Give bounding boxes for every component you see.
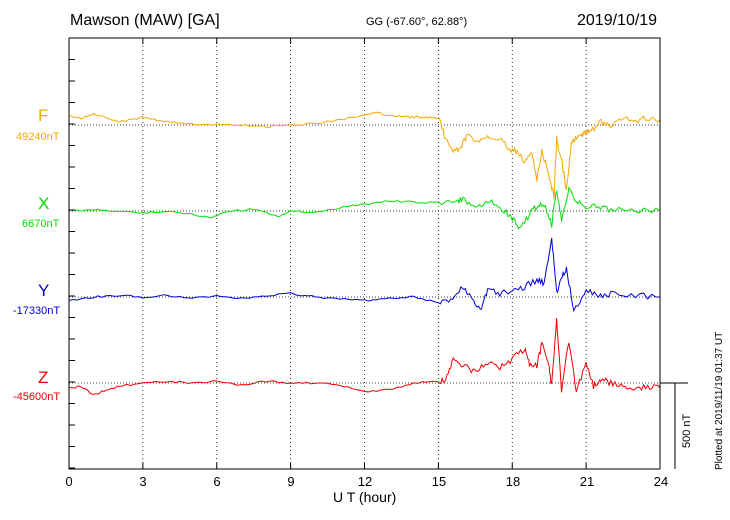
- series-line-y: [68, 237, 660, 313]
- baseline-label-x: 6670nT: [22, 218, 60, 230]
- series-line-f: [68, 111, 661, 200]
- x-tick-label: 24: [653, 474, 669, 489]
- series-line-x: [68, 186, 661, 230]
- x-tick-label: 6: [213, 474, 221, 489]
- station-title: Mawson (MAW) [GA]: [70, 12, 220, 29]
- series-label-x: X: [38, 194, 50, 213]
- plotted-timestamp: Plotted at 2019/11/19 01:37 UT: [714, 331, 725, 470]
- baseline-label-z: -45600nT: [13, 391, 61, 403]
- coordinates: GG (-67.60°, 62.88°): [366, 16, 468, 28]
- scale-bar: [660, 382, 688, 469]
- x-tick-label: 9: [287, 474, 295, 489]
- series-line-z: [68, 318, 661, 395]
- x-tick-label: 21: [579, 474, 595, 489]
- series-label-f: F: [38, 106, 49, 125]
- series-group: [68, 111, 661, 395]
- x-axis-label: U T (hour): [333, 489, 397, 505]
- baselines: [69, 124, 660, 384]
- grid: [142, 38, 587, 469]
- x-tick-label: 15: [431, 474, 447, 489]
- baseline-label-f: 49240nT: [16, 131, 60, 143]
- x-tick-label: 0: [65, 474, 73, 489]
- series-label-z: Z: [38, 368, 49, 387]
- x-ticks: [68, 38, 661, 469]
- scale-label: 500 nT: [681, 413, 693, 448]
- series-label-y: Y: [38, 281, 50, 300]
- baseline-label-y: -17330nT: [13, 305, 61, 317]
- x-tick-label: 12: [357, 474, 373, 489]
- x-tick-label: 18: [505, 474, 521, 489]
- date-title: 2019/10/19: [577, 12, 658, 29]
- x-tick-label: 3: [139, 474, 147, 489]
